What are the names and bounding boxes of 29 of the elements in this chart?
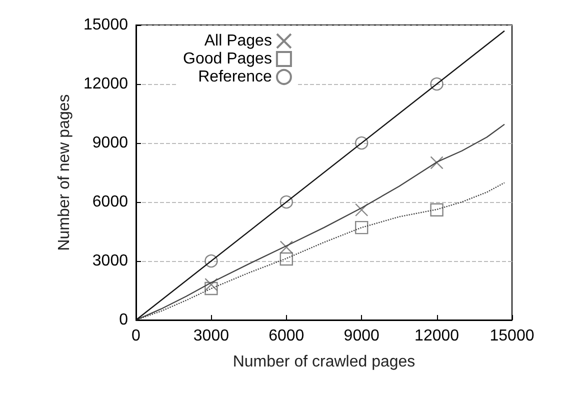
y-tick-label: 0: [119, 312, 128, 328]
x-tick-label: 0: [132, 328, 141, 344]
x-tick-label: 6000: [268, 328, 304, 344]
point: [280, 252, 293, 266]
point: [280, 240, 293, 254]
point: [280, 195, 293, 209]
point: [355, 136, 368, 150]
x-tick-label: 12000: [414, 328, 460, 344]
legend-label: All Pages: [204, 32, 272, 50]
y-tick-label: 6000: [92, 194, 128, 210]
point: [430, 77, 444, 91]
x-axis-title: Number of crawled pages: [232, 354, 416, 370]
point: [430, 203, 444, 216]
y-tick-label: 15000: [84, 16, 128, 34]
y-tick-label: 9000: [92, 134, 128, 152]
point: [204, 254, 218, 268]
legend-label: Reference: [198, 68, 272, 86]
x-tick-label: 9000: [344, 328, 380, 344]
y-tick-label: 12000: [84, 76, 128, 92]
y-tick-label: 3000: [92, 252, 128, 270]
point: [204, 278, 218, 292]
x-tick-label: 3000: [193, 328, 230, 344]
point: [355, 203, 368, 216]
point: [204, 282, 218, 296]
point: [355, 220, 368, 234]
point: [430, 156, 444, 170]
y-axis-title: Number of new pages: [56, 94, 74, 251]
x-tick-label: 15000: [490, 328, 534, 344]
legend-label: Good Pages: [183, 50, 272, 68]
